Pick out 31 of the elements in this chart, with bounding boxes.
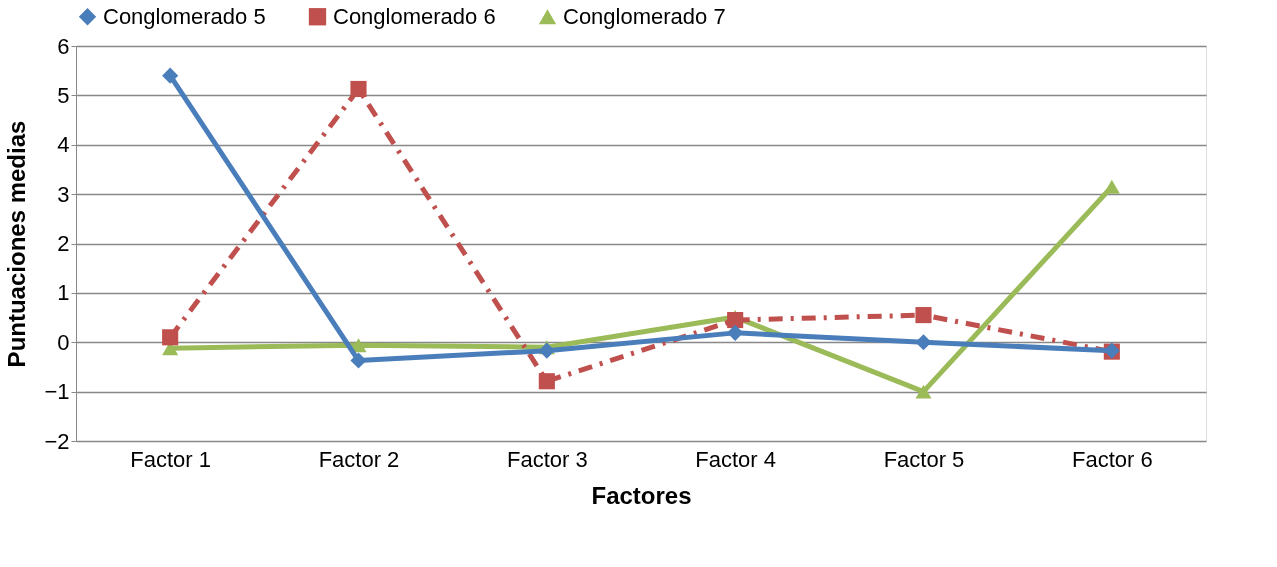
legend-label: Conglomerado 6 — [333, 3, 496, 29]
point — [727, 324, 744, 341]
point — [538, 373, 555, 390]
y-tick-label: 0 — [57, 329, 70, 355]
y-axis-title: Puntuaciones medias — [3, 120, 31, 368]
x-tick-label: Factor 1 — [130, 446, 212, 472]
legend-label: Conglomerado 5 — [103, 3, 266, 29]
x-tick-label: Factor 2 — [318, 446, 400, 472]
legend-label: Conglomerado 7 — [563, 3, 726, 29]
y-tick-label: 6 — [57, 33, 70, 59]
x-tick-label: Factor 4 — [695, 446, 777, 472]
y-tick-label: −2 — [44, 428, 70, 454]
y-tick-label: 4 — [57, 132, 70, 158]
point — [350, 80, 367, 98]
x-tick-label: Factor 3 — [506, 446, 588, 472]
point — [727, 311, 744, 329]
point — [915, 384, 932, 399]
x-axis-title: Factores — [591, 481, 692, 509]
point — [350, 352, 367, 369]
y-tick-label: 2 — [57, 231, 70, 256]
point — [162, 67, 179, 84]
point — [538, 342, 555, 359]
y-tick-label: −1 — [44, 379, 70, 405]
y-tick-label: 5 — [57, 82, 70, 108]
x-tick-label: Factor 5 — [883, 446, 965, 472]
point — [915, 307, 932, 324]
point — [162, 329, 179, 346]
point — [915, 334, 932, 351]
y-tick-label: 3 — [57, 181, 70, 207]
y-tick-label: 1 — [57, 280, 70, 306]
x-tick-label: Factor 6 — [1071, 446, 1153, 472]
